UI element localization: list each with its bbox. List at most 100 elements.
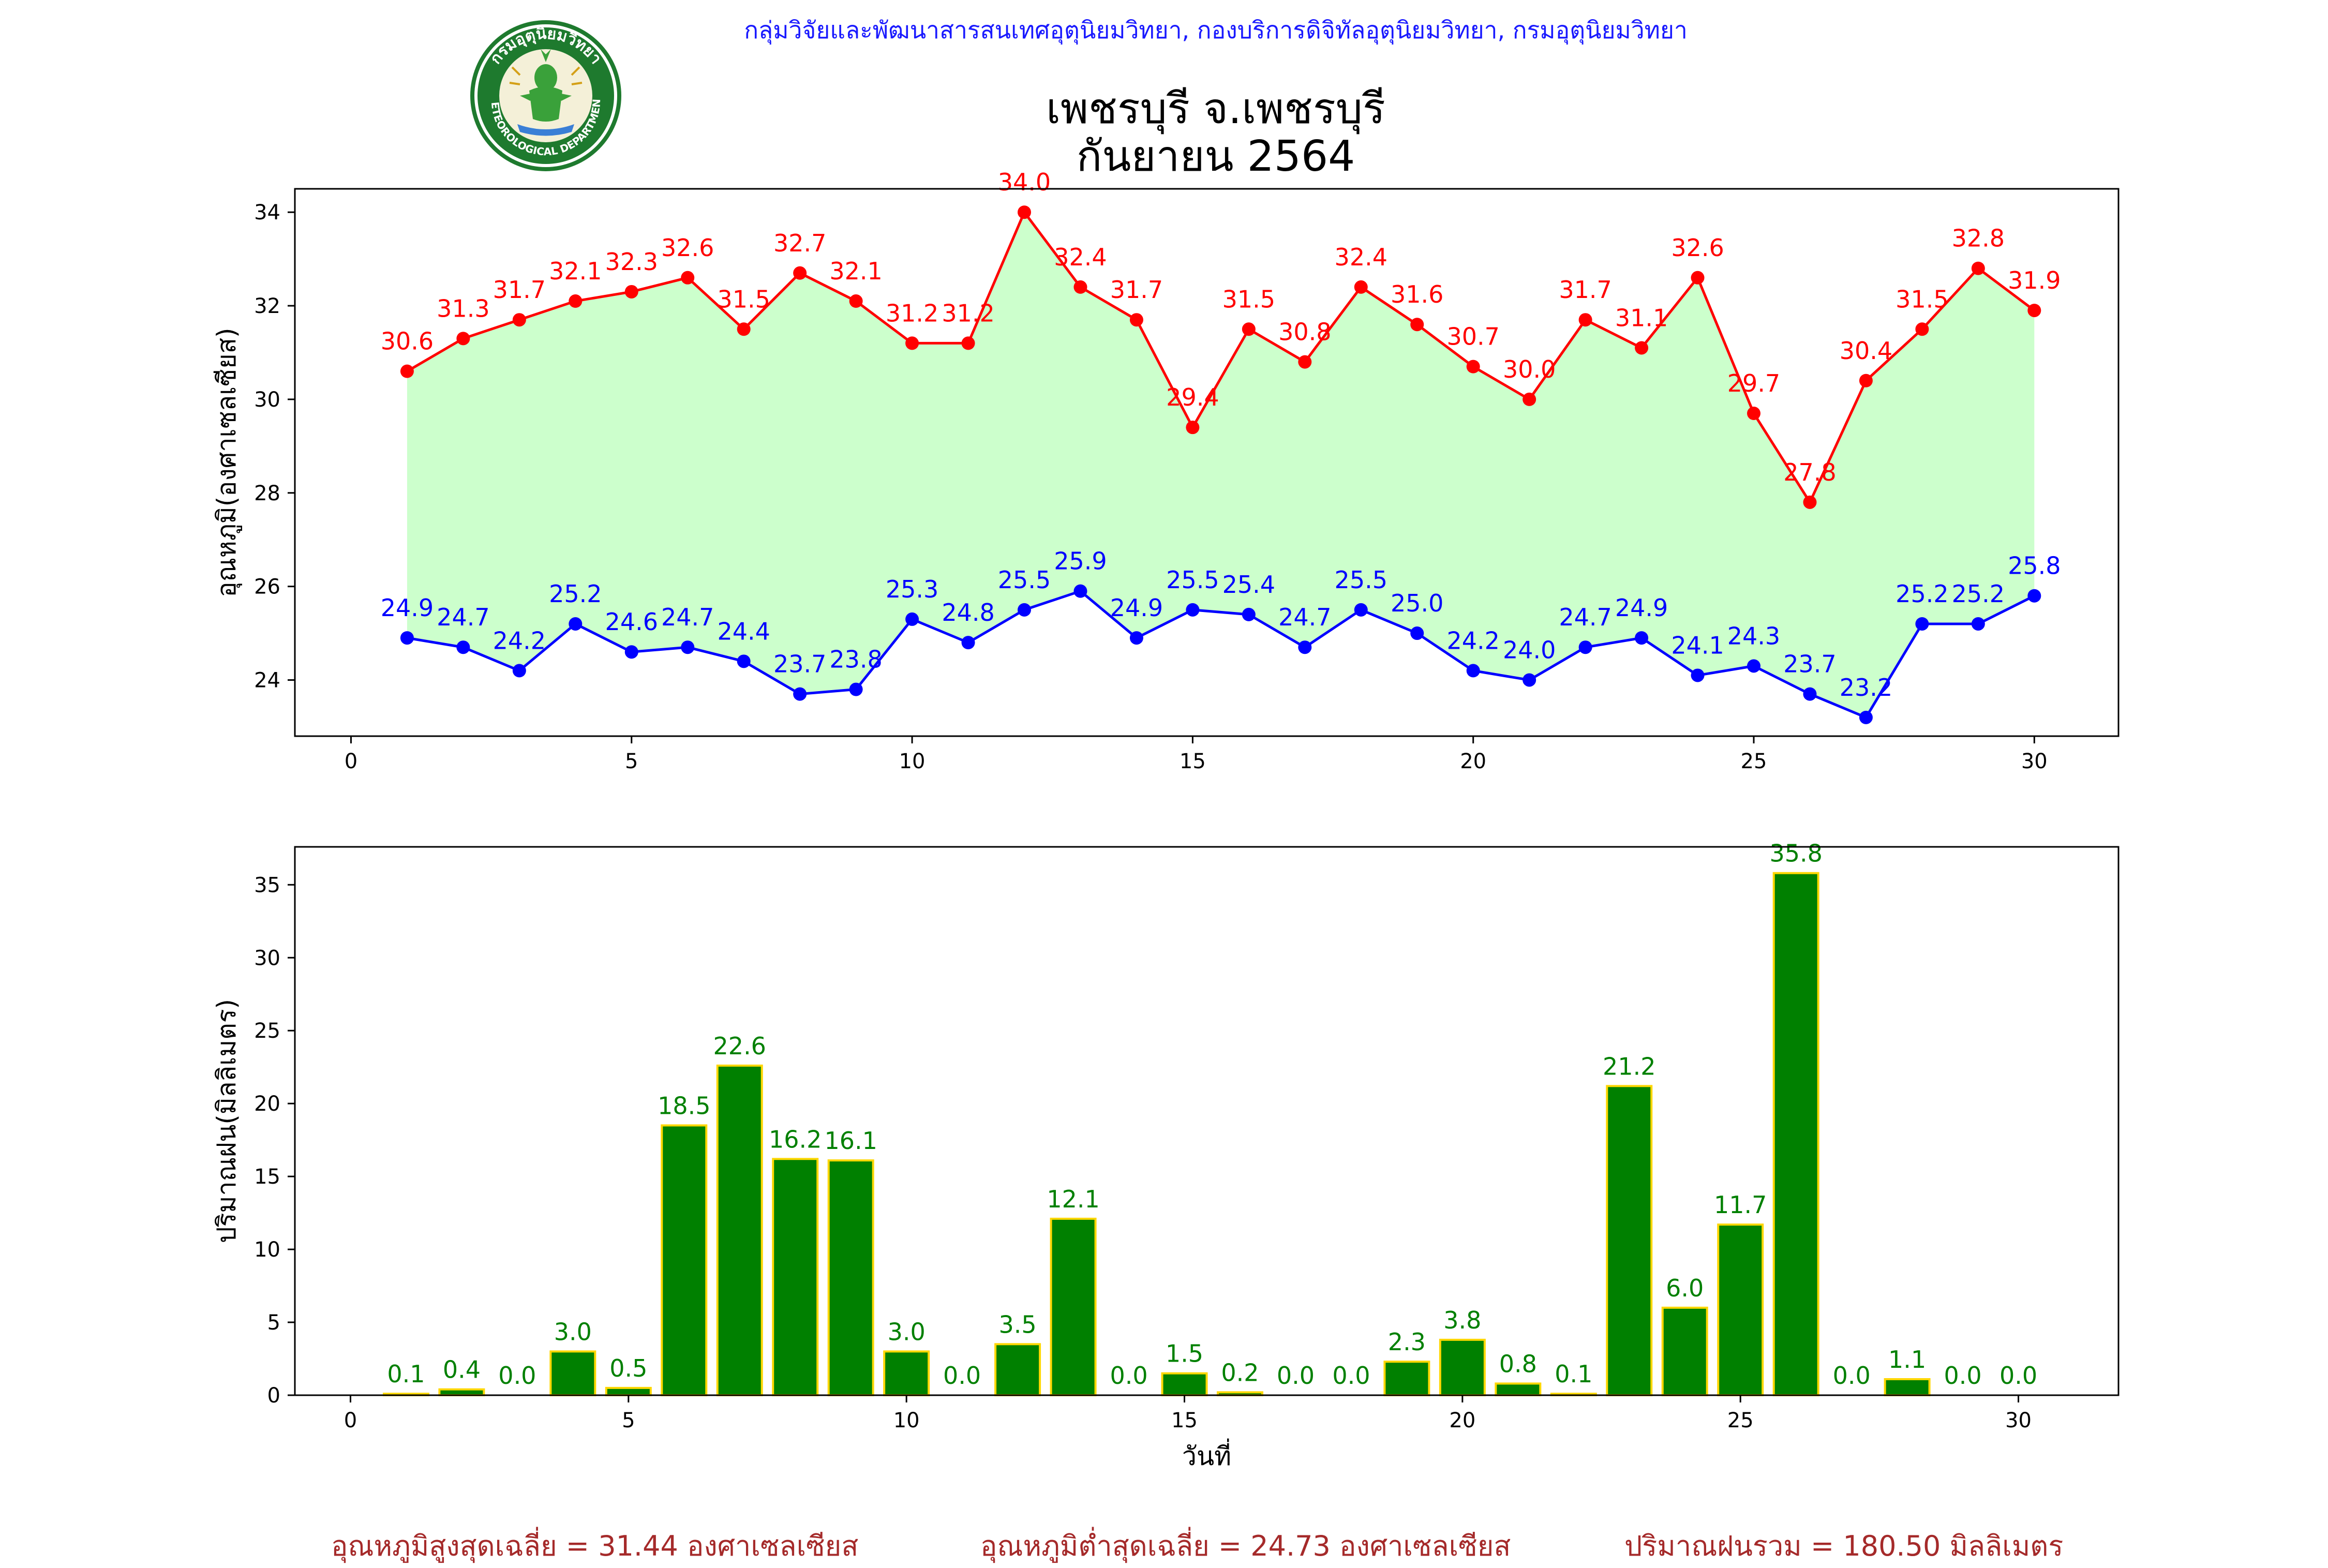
max-temp-label: 32.7 — [773, 229, 826, 257]
max-temp-label: 32.1 — [829, 257, 882, 285]
max-temp-label: 32.4 — [1335, 243, 1387, 271]
max-temp-label: 31.5 — [1896, 285, 1948, 313]
rain-bar-label: 0.0 — [1999, 1362, 2037, 1390]
min-temp-label: 24.2 — [1446, 626, 1499, 654]
min-temp-label: 25.5 — [1335, 566, 1387, 594]
summary-max-temp: อุณหภูมิสูงสุดเฉลี่ย = 31.44 องศาเซลเซีย… — [331, 1530, 859, 1562]
temp-y-axis-label: อุณหภูมิ(องศาเซลเซียส) — [212, 327, 242, 597]
rain-bar-label: 0.1 — [1555, 1360, 1592, 1388]
max-temp-point — [793, 266, 807, 280]
min-temp-label: 24.7 — [1278, 603, 1331, 631]
max-temp-point — [1354, 280, 1368, 294]
max-temp-point — [1466, 360, 1480, 374]
min-temp-label: 24.9 — [381, 594, 434, 622]
temp-x-tick-label: 30 — [2021, 750, 2048, 773]
rain-bar-label: 11.7 — [1714, 1191, 1767, 1219]
rain-bar-label: 3.8 — [1443, 1306, 1481, 1334]
max-temp-point — [961, 336, 975, 350]
rain-bar-label: 21.2 — [1603, 1052, 1655, 1080]
rain-bar — [994, 1343, 1041, 1397]
max-temp-point — [1859, 374, 1873, 387]
max-temp-point — [849, 294, 863, 308]
rain-y-tick-label: 0 — [267, 1384, 280, 1408]
min-temp-point — [1242, 607, 1256, 621]
min-temp-label: 25.9 — [1054, 547, 1107, 575]
rain-bar — [1495, 1382, 1542, 1396]
temp-y-tick-label: 26 — [254, 575, 280, 599]
rain-bar-label: 0.0 — [1277, 1362, 1315, 1390]
max-temp-line — [406, 210, 2035, 505]
max-temp-label: 30.7 — [1446, 323, 1499, 351]
rain-bar-label: 16.2 — [769, 1125, 822, 1153]
rain-bar — [1050, 1217, 1097, 1397]
min-temp-label: 24.2 — [493, 626, 546, 654]
max-temp-point — [1073, 280, 1087, 294]
max-temp-label: 29.7 — [1727, 369, 1780, 397]
temp-y-tick-label: 30 — [254, 388, 280, 412]
min-temp-point — [905, 612, 919, 626]
max-temp-label: 32.6 — [661, 234, 714, 262]
min-temp-point — [624, 645, 638, 659]
min-temp-label: 24.6 — [605, 608, 658, 636]
min-temp-point — [2027, 589, 2041, 603]
min-temp-label: 24.4 — [717, 617, 770, 645]
min-temp-point — [1635, 631, 1649, 645]
temp-y-tick-label: 28 — [254, 482, 280, 505]
rain-bar — [1606, 1085, 1653, 1396]
max-temp-point — [1242, 322, 1256, 336]
max-temp-point — [737, 322, 751, 336]
max-temp-point — [1635, 341, 1649, 355]
rain-bar — [605, 1386, 652, 1397]
rain-bar-label: 16.1 — [824, 1127, 877, 1155]
rain-bar — [438, 1388, 485, 1396]
rain-bar-label: 0.0 — [498, 1362, 536, 1390]
min-temp-point — [1915, 617, 1929, 631]
rain-x-tick-label: 20 — [1449, 1409, 1475, 1432]
rain-bar — [549, 1350, 596, 1397]
rain-bar — [1884, 1378, 1931, 1396]
rain-bar-label: 12.1 — [1047, 1185, 1099, 1213]
min-temp-point — [1354, 603, 1368, 617]
rain-bar — [716, 1064, 763, 1396]
max-temp-point — [1803, 495, 1817, 509]
chart-title: เพชรบุรี จ.เพชรบุรี กันยายน 2564 — [776, 85, 1655, 181]
rain-bar-label: 3.5 — [999, 1310, 1037, 1338]
max-temp-label: 31.3 — [437, 294, 489, 322]
rain-x-tick-label: 0 — [344, 1409, 357, 1432]
max-temp-point — [624, 285, 638, 298]
rain-bar-label: 1.5 — [1166, 1340, 1203, 1368]
temp-y-tick-label: 34 — [254, 201, 280, 225]
min-temp-point — [1859, 710, 1873, 724]
min-temp-label: 24.3 — [1727, 622, 1780, 650]
rain-bar — [1439, 1338, 1486, 1396]
rain-bar — [827, 1159, 874, 1396]
max-temp-label: 32.4 — [1054, 243, 1107, 271]
max-temp-point — [1410, 318, 1424, 332]
max-temp-label: 32.8 — [1952, 225, 2005, 252]
temp-y-tick-label: 32 — [254, 294, 280, 318]
min-temp-point — [1747, 659, 1760, 673]
rain-y-tick-label: 25 — [254, 1019, 280, 1043]
min-temp-label: 25.3 — [886, 575, 938, 603]
credit-line: กลุ่มวิจัยและพัฒนาสารสนเทศอุตุนิยมวิทยา,… — [744, 16, 1688, 44]
min-temp-label: 24.1 — [1671, 631, 1724, 659]
max-temp-label: 32.3 — [605, 248, 658, 276]
rain-bar-label: 22.6 — [713, 1032, 766, 1060]
min-temp-label: 25.0 — [1391, 589, 1443, 617]
min-temp-label: 23.2 — [1840, 674, 1892, 701]
rain-bar — [1161, 1372, 1208, 1396]
rain-bar — [1772, 872, 1819, 1396]
max-temp-point — [1523, 392, 1536, 406]
max-temp-point — [456, 332, 470, 346]
rain-bar — [661, 1124, 708, 1397]
max-temp-label: 31.1 — [1615, 304, 1668, 332]
min-temp-point — [512, 664, 526, 678]
rain-bar — [1661, 1306, 1708, 1397]
temperature-chart: 30.631.331.732.1 32.332.631.532.732.131.2… — [212, 168, 2120, 773]
min-temp-line — [407, 589, 2035, 719]
rain-bar-label: 0.0 — [1833, 1362, 1871, 1390]
min-temp-label: 24.8 — [942, 599, 994, 626]
rain-bar — [883, 1350, 930, 1397]
max-temp-label: 31.9 — [2008, 266, 2061, 294]
